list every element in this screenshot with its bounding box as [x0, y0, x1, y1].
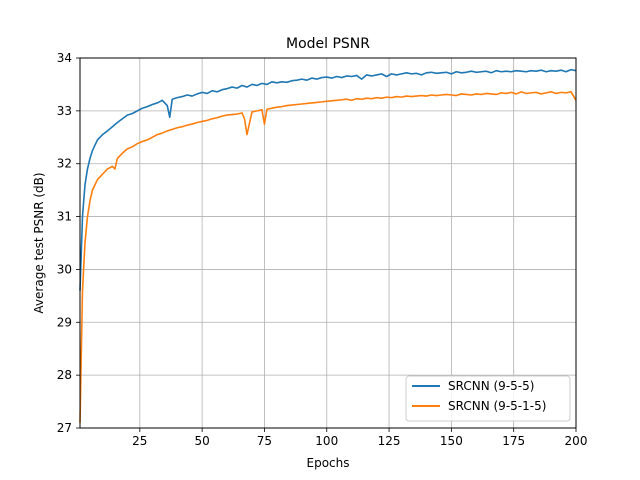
x-tick-label: 75	[257, 434, 272, 448]
legend: SRCNN (9-5-5) SRCNN (9-5-1-5)	[405, 375, 571, 422]
x-tick-label: 100	[315, 434, 338, 448]
y-axis-ticks: 27 28 29 30 31 32 33 34	[57, 51, 80, 435]
legend-label-srcnn-955: SRCNN (9-5-5)	[448, 379, 534, 393]
legend-box	[405, 375, 571, 422]
y-axis-label: Average test PSNR (dB)	[32, 172, 46, 313]
y-tick-label: 31	[57, 210, 72, 224]
y-tick-label: 28	[57, 368, 72, 382]
x-axis-ticks: 25 50 75 100 125 150 175 200	[132, 428, 587, 448]
x-axis-label: Epochs	[307, 456, 350, 470]
y-tick-label: 29	[57, 315, 72, 329]
y-tick-label: 33	[57, 104, 72, 118]
x-tick-label: 200	[565, 434, 588, 448]
x-tick-label: 175	[502, 434, 525, 448]
series-line-0	[79, 68, 577, 291]
y-tick-label: 34	[57, 51, 72, 65]
x-tick-label: 125	[378, 434, 401, 448]
x-tick-label: 50	[194, 434, 209, 448]
y-tick-label: 32	[57, 157, 72, 171]
legend-label-srcnn-9515: SRCNN (9-5-1-5)	[448, 399, 546, 413]
series-line-1	[79, 91, 577, 423]
x-tick-label: 150	[440, 434, 463, 448]
plot-frame	[79, 57, 577, 429]
chart-title: Model PSNR	[286, 36, 370, 52]
x-tick-label: 25	[132, 434, 147, 448]
y-tick-label: 30	[57, 262, 72, 276]
series-lines	[79, 68, 577, 423]
y-tick-label: 27	[57, 421, 72, 435]
